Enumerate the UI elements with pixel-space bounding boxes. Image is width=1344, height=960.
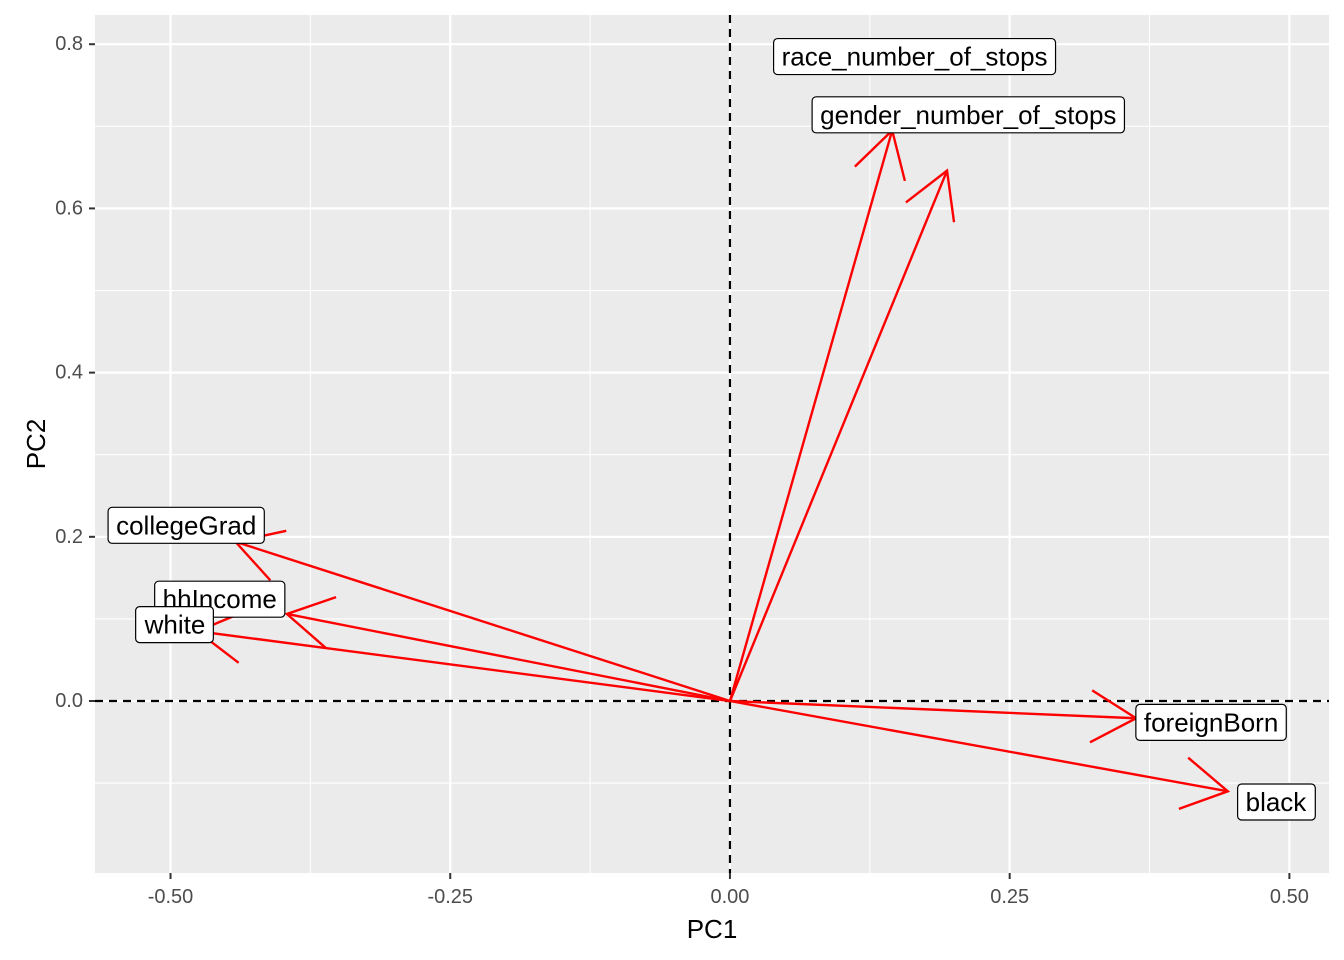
loading-labels: race_number_of_stops gender_number_of_sto… xyxy=(107,37,1316,821)
y-axis: 0.0 0.2 0.4 0.6 0.8 xyxy=(55,33,95,712)
label-text: foreignBorn xyxy=(1144,707,1278,737)
y-tick-label: 0.8 xyxy=(55,33,83,55)
arrow-race-number-of-stops xyxy=(728,130,894,702)
label-box xyxy=(772,37,1057,76)
label-box xyxy=(1237,783,1316,821)
arrow-hhincome xyxy=(286,612,731,703)
arrow-gender-number-of-stops xyxy=(728,170,949,702)
label-box xyxy=(135,606,214,644)
label-text: gender_number_of_stops xyxy=(820,100,1116,130)
label-box xyxy=(1135,703,1287,741)
x-tick-label: 0.25 xyxy=(990,886,1029,908)
y-tick-label: 0.4 xyxy=(55,362,83,384)
arrowhead-gender-number-of-stops xyxy=(905,168,956,223)
x-tick-label: -0.50 xyxy=(148,886,194,908)
label-text: black xyxy=(1246,787,1308,817)
arrow-white xyxy=(197,630,731,703)
y-tick-label: 0.0 xyxy=(55,690,83,712)
arrow-black xyxy=(729,699,1229,793)
label-black: black xyxy=(1237,783,1316,821)
label-box xyxy=(811,96,1126,134)
label-white: white xyxy=(135,606,214,644)
reference-lines xyxy=(95,15,1329,873)
label-race-number-of-stops: race_number_of_stops xyxy=(772,37,1057,76)
label-collegegrad: collegeGrad xyxy=(107,506,265,544)
x-axis: -0.50 -0.25 0.00 0.25 0.50 xyxy=(148,873,1309,908)
arrow-collegegrad xyxy=(235,540,731,703)
label-foreignborn: foreignBorn xyxy=(1135,703,1287,741)
x-tick-label: 0.50 xyxy=(1270,886,1309,908)
label-text: collegeGrad xyxy=(116,510,256,540)
arrowhead-black xyxy=(1178,756,1231,810)
label-text: race_number_of_stops xyxy=(782,42,1048,72)
x-tick-label: 0.00 xyxy=(710,886,749,908)
panel-background xyxy=(95,15,1329,873)
arrowhead-hhincome xyxy=(284,596,337,650)
label-box xyxy=(107,506,265,544)
x-axis-title: PC1 xyxy=(687,914,738,944)
label-gender-number-of-stops: gender_number_of_stops xyxy=(811,96,1126,134)
x-tick-label: -0.25 xyxy=(427,886,473,908)
y-tick-label: 0.6 xyxy=(55,197,83,219)
label-text: white xyxy=(144,610,206,640)
y-tick-label: 0.2 xyxy=(55,526,83,548)
arrow-foreignborn xyxy=(729,699,1137,720)
y-axis-title: PC2 xyxy=(21,419,51,470)
